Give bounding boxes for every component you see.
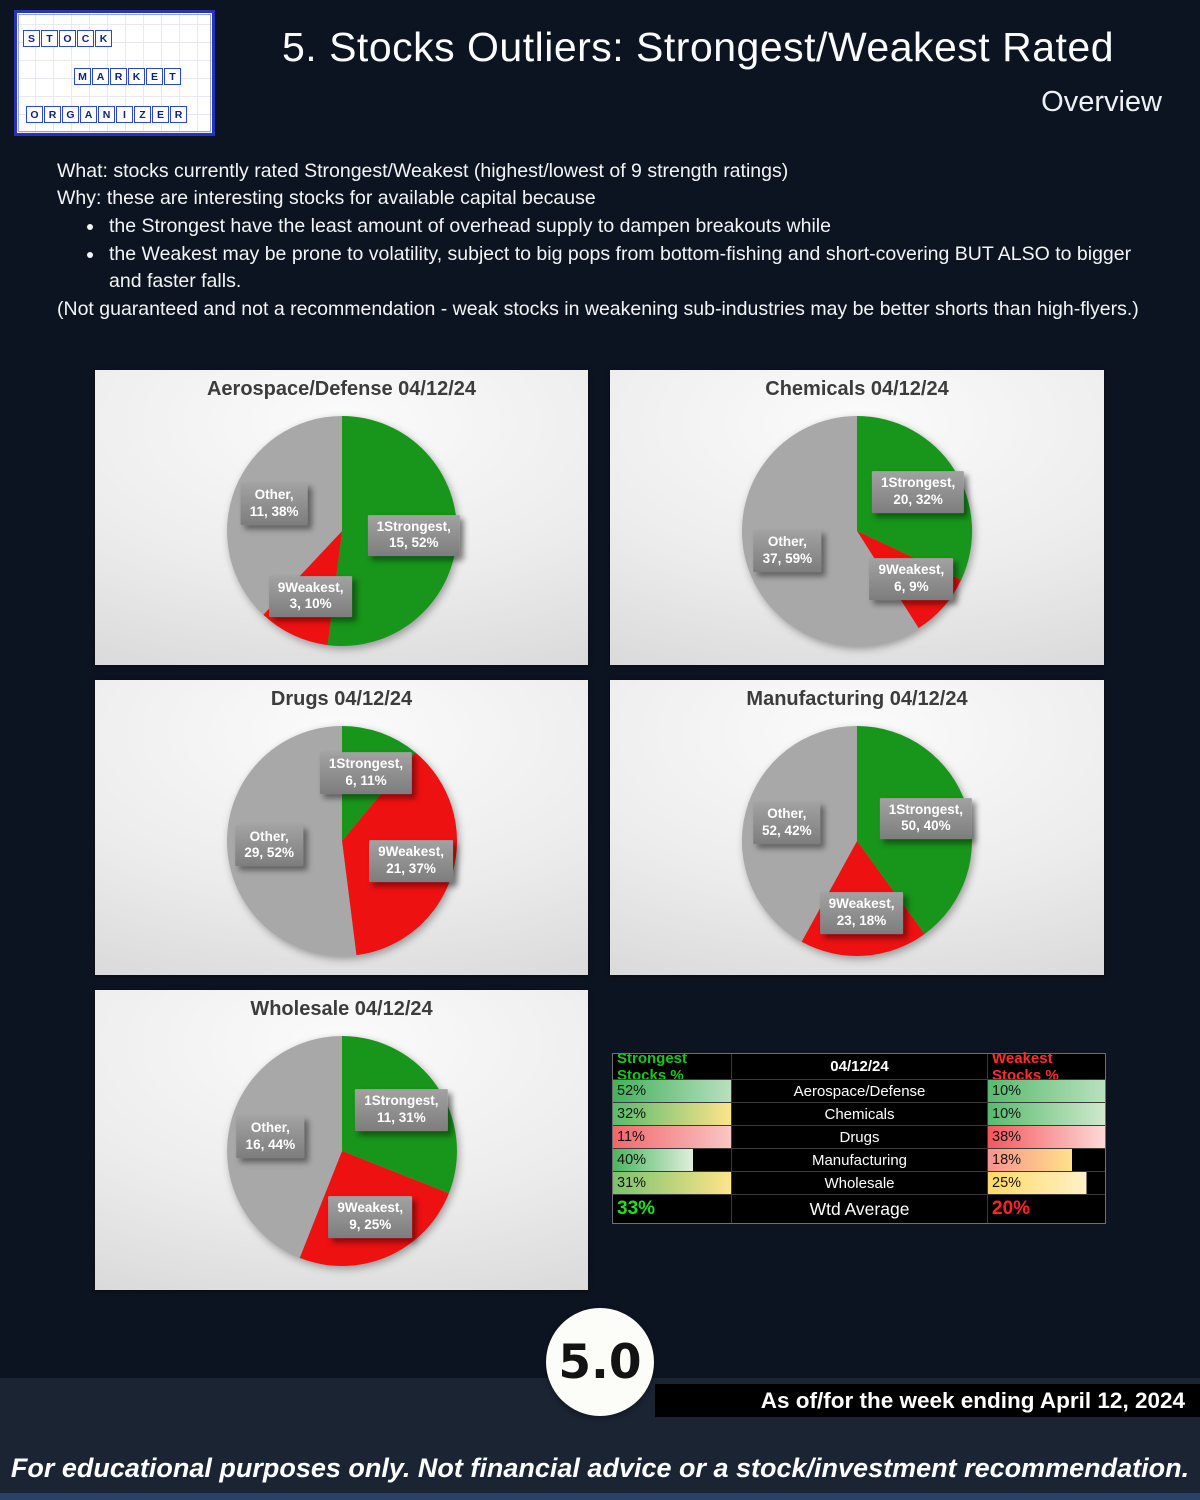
what-line: What: stocks currently rated Strongest/W… [57, 160, 789, 182]
strongest-pct: 11% [613, 1125, 731, 1148]
as-of-text: As of/for the week ending April 12, 2024 [655, 1384, 1200, 1417]
industry-name: Manufacturing [731, 1148, 987, 1171]
pie-title: Wholesale 04/12/24 [250, 998, 433, 1020]
logo-letter: T [41, 30, 58, 47]
table-row: 40% Manufacturing 18% [613, 1148, 1105, 1171]
logo-letter: Z [134, 106, 151, 123]
intro-text: What: stocks currently rated Strongest/W… [57, 158, 1149, 322]
page-subtitle: Overview [1041, 86, 1162, 118]
pie-label: 9Weakest, 3, 10% [268, 575, 353, 618]
table-row: 33% Wtd Average 20% [613, 1194, 1105, 1223]
summary-table: Strongest Stocks % 04/12/24 Weakest Stocks… [612, 1049, 1106, 1224]
industry-name: Drugs [731, 1125, 987, 1148]
logo-letter: A [92, 68, 109, 85]
pie-label: 1Strongest, 15, 52% [367, 514, 460, 557]
pie-title: Drugs 04/12/24 [270, 688, 413, 710]
pie-label: 1Strongest, 50, 40% [879, 797, 973, 840]
bullet-strongest: the Strongest have the least amount of o… [105, 213, 1149, 240]
pie-panel-chemicals: Chemicals 04/12/24 1Strongest, 20, 32% 9Wea… [610, 370, 1104, 665]
logo-letter: S [23, 30, 40, 47]
pie-label: 1Strongest, 20, 32% [872, 471, 965, 514]
pie-title: Aerospace/Defense 04/12/24 [206, 378, 477, 400]
logo-letter: K [95, 30, 112, 47]
weakest-pct: 10% [987, 1102, 1105, 1125]
strongest-pct: 52% [613, 1079, 731, 1102]
total-weakest-pct: 20% [987, 1194, 1105, 1223]
pie-panel-wholesale: Wholesale 04/12/24 1Strongest, 11, 31% 9Wea… [95, 990, 588, 1290]
table-row: Strongest Stocks % 04/12/24 Weakest Stocks… [613, 1049, 1105, 1084]
logo-letter: R [110, 68, 127, 85]
version-badge: 5.0 [546, 1308, 654, 1416]
industry-name: Aerospace/Defense [731, 1079, 987, 1102]
table-row: 52% Aerospace/Defense 10% [613, 1079, 1105, 1102]
pie-label: Other, 16, 44% [236, 1116, 305, 1159]
logo-letter: T [164, 68, 181, 85]
footer-edge [0, 1493, 1200, 1500]
logo-letter: C [77, 30, 94, 47]
table-row: 11% Drugs 38% [613, 1125, 1105, 1148]
pie-panel-drugs: Drugs 04/12/24 1Strongest, 6, 11% 9Weakest,… [95, 680, 588, 975]
logo-letter: K [128, 68, 145, 85]
logo-letter: G [62, 106, 79, 123]
pie-label: Other, 37, 59% [753, 530, 822, 573]
logo-letter: M [74, 68, 91, 85]
logo-letter: N [98, 106, 115, 123]
weakest-pct: 25% [987, 1171, 1105, 1194]
logo-letter: R [170, 106, 187, 123]
weakest-pct: 38% [987, 1125, 1105, 1148]
logo-letter: E [146, 68, 163, 85]
strongest-pct: 32% [613, 1102, 731, 1125]
logo-letter: I [116, 106, 133, 123]
page-title: 5. Stocks Outliers: Strongest/Weakest Ra… [282, 24, 1114, 70]
table-row: 31% Wholesale 25% [613, 1171, 1105, 1194]
total-strongest-pct: 33% [613, 1194, 731, 1223]
pie-title: Manufacturing 04/12/24 [746, 688, 968, 710]
weakest-pct: 18% [987, 1148, 1105, 1171]
industry-name: Wholesale [731, 1171, 987, 1194]
why-line: Why: these are interesting stocks for av… [57, 186, 596, 209]
note-line: (Not guaranteed and not a recommendation… [57, 297, 1139, 320]
logo-letter: R [44, 106, 61, 123]
why-bullets: the Strongest have the least amount of o… [57, 213, 1149, 295]
pie-panel-aerospace-defense: Aerospace/Defense 04/12/24 1Strongest, 15,… [95, 370, 588, 665]
industry-name: Chemicals [731, 1102, 987, 1125]
pie-label: Other, 11, 38% [240, 483, 308, 526]
pie-label: Other, 29, 52% [235, 824, 303, 867]
total-name: Wtd Average [731, 1194, 987, 1223]
logo-letter: A [80, 106, 97, 123]
disclaimer-text: For educational purposes only. Not finan… [10, 1453, 1190, 1483]
pie-label: Other, 52, 42% [753, 802, 821, 844]
logo-letter: E [152, 106, 169, 123]
pie-label: 9Weakest, 6, 9% [869, 558, 954, 600]
pie-label: 1Strongest, 6, 11% [319, 751, 413, 794]
header-weakest: Weakest Stocks % [987, 1050, 1105, 1084]
strongest-pct: 31% [613, 1171, 731, 1194]
logo-letter: O [59, 30, 76, 47]
header-strongest: Strongest Stocks % [617, 1049, 688, 1084]
table-row: 32% Chemicals 10% [613, 1102, 1105, 1125]
strongest-pct: 40% [613, 1148, 731, 1171]
pie-label: 9Weakest, 23, 18% [819, 892, 904, 935]
header-date: 04/12/24 [731, 1054, 987, 1079]
pie-label: 9Weakest, 21, 37% [369, 840, 453, 883]
pie-label: 9Weakest, 9, 25% [328, 1196, 413, 1239]
pie-title: Chemicals 04/12/24 [765, 378, 949, 400]
pie-label: 1Strongest, 11, 31% [355, 1089, 448, 1132]
pie-panel-manufacturing: Manufacturing 04/12/24 1Strongest, 50, 40%… [610, 680, 1104, 975]
weakest-pct: 10% [987, 1079, 1105, 1102]
logo-letter: O [26, 106, 43, 123]
bullet-weakest: the Weakest may be prone to volatility, … [105, 241, 1149, 295]
